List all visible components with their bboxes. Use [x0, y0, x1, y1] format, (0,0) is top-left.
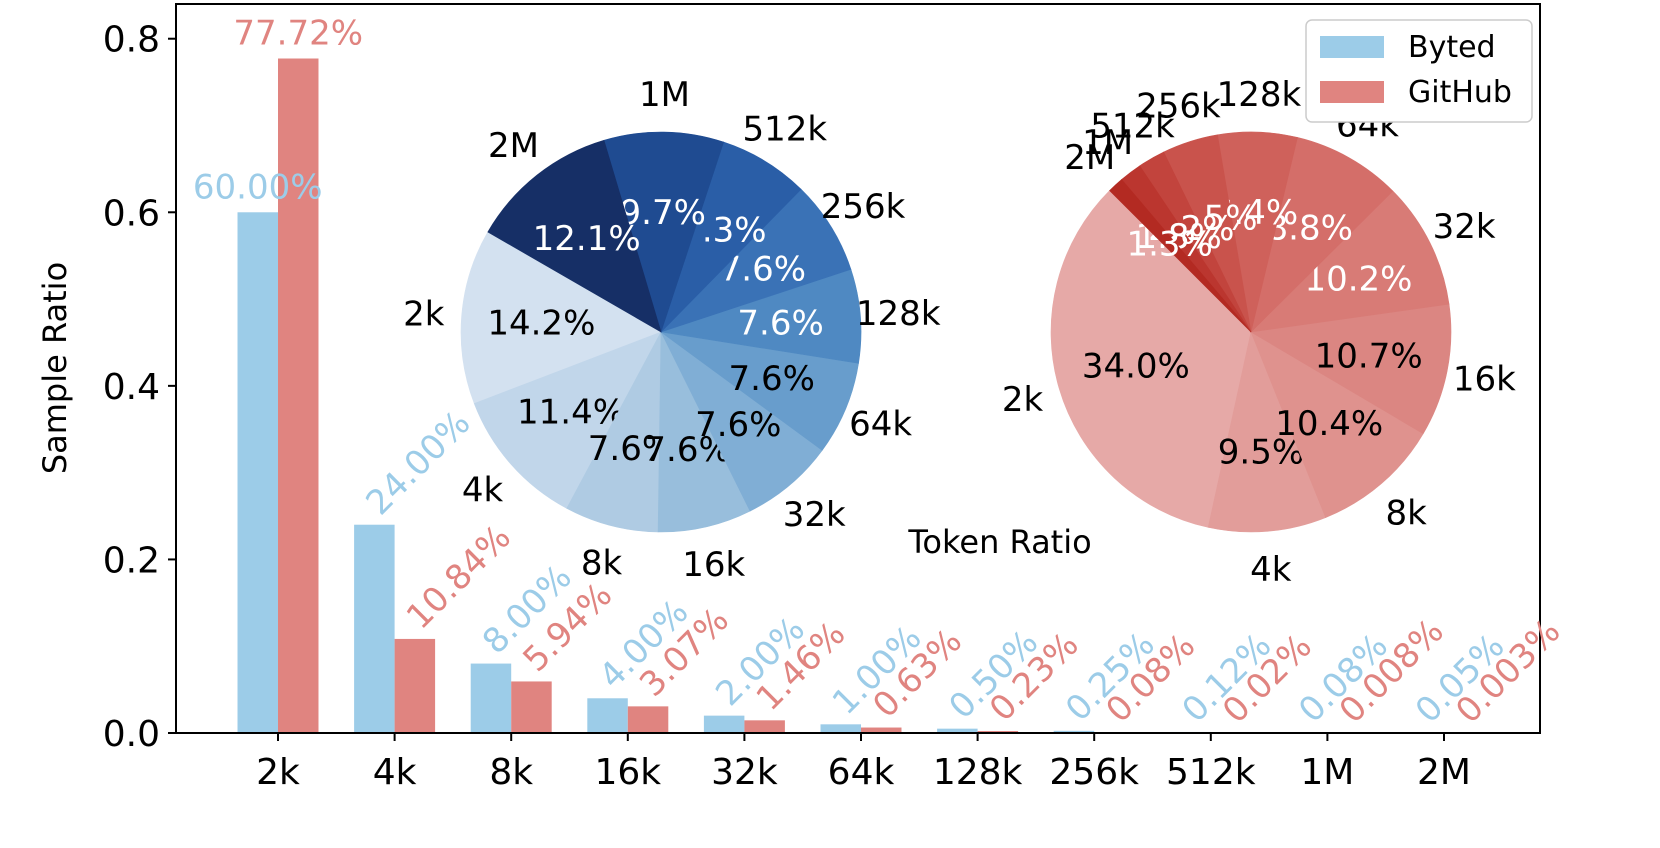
- pie-percent-label-github-4k: 9.5%: [1218, 433, 1304, 473]
- pie-percent-label-github-2m: 1.3%: [1126, 225, 1212, 265]
- pie-percent-label-byted-2m: 12.1%: [533, 219, 641, 259]
- bar-byted-256k: [1053, 730, 1095, 733]
- pie-slice-github-64k: [1250, 137, 1394, 333]
- x-tick-label-1m: 1M: [1300, 752, 1354, 793]
- bar-byted-128k: [937, 728, 978, 733]
- pie-category-label-byted-32k: 32k: [783, 495, 846, 535]
- legend-label-byted: Byted: [1408, 30, 1496, 65]
- pie-slice-byted-32k: [660, 331, 823, 512]
- pie-percent-label-byted-32k: 7.6%: [695, 405, 781, 445]
- pie-percent-label-byted-1m: 9.7%: [620, 193, 706, 233]
- pie-slice-github-2k: [1050, 190, 1252, 528]
- y-tick-label: 0.4: [103, 367, 160, 408]
- bar-byted-16k: [587, 698, 628, 733]
- legend-swatch-byted: [1320, 36, 1384, 58]
- y-tick-label: 0.0: [103, 714, 160, 755]
- pie-category-label-byted-128k: 128k: [856, 294, 941, 334]
- pie-slice-byted-1m: [603, 131, 724, 334]
- pie-slice-github-8k: [1250, 331, 1424, 518]
- x-tick-label-4k: 4k: [373, 752, 417, 793]
- bar-byted-4k: [354, 524, 395, 733]
- pie-title: Token Ratio: [907, 523, 1091, 561]
- pie-category-label-github-8k: 8k: [1385, 494, 1427, 534]
- pie-percent-label-byted-2k: 14.2%: [487, 304, 595, 344]
- pie-category-label-byted-256k: 256k: [821, 187, 906, 227]
- pie-percent-label-github-64k: 8.8%: [1267, 208, 1353, 248]
- pie-slice-byted-16k: [657, 331, 751, 533]
- bar-byted-2k: [237, 212, 278, 734]
- pie-slice-github-2m: [1109, 179, 1252, 333]
- pie-category-label-byted-16k: 16k: [682, 545, 745, 585]
- pie-category-label-byted-2m: 2M: [488, 126, 539, 166]
- pie-percent-label-byted-128k: 7.6%: [737, 303, 823, 343]
- bar-github-8k: [511, 681, 552, 733]
- y-axis-label: Sample Ratio: [36, 262, 74, 474]
- pie-category-label-github-32k: 32k: [1433, 207, 1496, 247]
- pie-percent-label-byted-4k: 11.4%: [517, 392, 625, 432]
- bar-value-label-byted-4k: 24.00%: [358, 403, 478, 523]
- legend-swatch-github: [1320, 81, 1384, 103]
- pie-slice-github-16k: [1250, 303, 1452, 435]
- x-tick-label-256k: 256k: [1049, 752, 1139, 793]
- x-tick-label-2m: 2M: [1417, 752, 1471, 793]
- y-tick-label: 0.6: [103, 193, 160, 234]
- legend: Byted GitHub: [1305, 19, 1533, 123]
- bar-github-64k: [861, 727, 902, 733]
- pie-github: 2k34.0%4k9.5%8k10.4%16k10.7%32k10.2%64k8…: [1002, 75, 1516, 590]
- pie-slice-github-4k: [1207, 330, 1327, 533]
- pie-percent-label-byted-64k: 7.6%: [729, 359, 815, 399]
- pie-slice-byted-256k: [660, 188, 852, 333]
- y-tick-label: 0.2: [103, 540, 160, 581]
- bar-value-label-byted-2k: 60.00%: [193, 167, 323, 207]
- x-tick-label-32k: 32k: [711, 752, 778, 793]
- pie-category-label-byted-8k: 8k: [581, 543, 623, 583]
- pie-percent-label-github-8k: 10.4%: [1275, 404, 1383, 444]
- pie-category-label-github-2k: 2k: [1002, 380, 1044, 420]
- bar-github-4k: [394, 638, 436, 733]
- bar-byted-32k: [703, 715, 745, 733]
- pie-slice-byted-8k: [566, 331, 662, 533]
- pie-percent-label-github-32k: 10.2%: [1304, 260, 1412, 300]
- pie-slice-byted-2k: [460, 231, 662, 404]
- pie-slice-byted-128k: [660, 268, 862, 364]
- x-tick-label-2k: 2k: [256, 752, 300, 793]
- x-tick-label-128k: 128k: [933, 752, 1023, 793]
- pie-category-label-byted-1m: 1M: [639, 75, 690, 115]
- pie-category-label-github-16k: 16k: [1453, 360, 1516, 400]
- y-tick-label: 0.8: [103, 20, 160, 61]
- pie-category-label-byted-4k: 4k: [462, 470, 504, 510]
- x-tick-label-64k: 64k: [828, 752, 895, 793]
- pie-category-label-github-256k: 256k: [1136, 86, 1221, 126]
- plot-frame: [175, 3, 1541, 734]
- pie-category-label-github-512k: 512k: [1090, 107, 1175, 147]
- pie-category-label-github-2m: 2M: [1064, 138, 1115, 178]
- bar-github-32k: [744, 720, 785, 733]
- pie-category-label-github-4k: 4k: [1250, 550, 1292, 590]
- bars-layer: [237, 58, 1485, 734]
- bar-byted-64k: [820, 724, 861, 733]
- legend-label-github: GitHub: [1408, 75, 1512, 110]
- pie-category-label-github-128k: 128k: [1217, 75, 1302, 115]
- pie-slice-byted-2m: [487, 139, 662, 333]
- bar-github-16k: [627, 706, 669, 733]
- pie-percent-label-github-2k: 34.0%: [1082, 347, 1190, 387]
- bar-github-2k: [278, 58, 319, 734]
- pie-slice-byted-64k: [660, 331, 859, 451]
- pie-percent-label-github-16k: 10.7%: [1315, 336, 1423, 376]
- pie-category-label-github-1m: 1M: [1082, 123, 1133, 163]
- pie-category-label-byted-512k: 512k: [743, 110, 828, 150]
- x-tick-label-8k: 8k: [489, 752, 533, 793]
- x-tick-label-512k: 512k: [1166, 752, 1256, 793]
- bar-byted-8k: [470, 663, 512, 733]
- pie-category-label-byted-2k: 2k: [403, 294, 445, 334]
- pie-slice-byted-4k: [473, 331, 662, 509]
- pie-slice-github-32k: [1250, 190, 1450, 333]
- bar-value-label-github-2k: 77.72%: [233, 14, 363, 54]
- x-tick-label-16k: 16k: [594, 752, 661, 793]
- pie-category-label-byted-64k: 64k: [849, 405, 912, 445]
